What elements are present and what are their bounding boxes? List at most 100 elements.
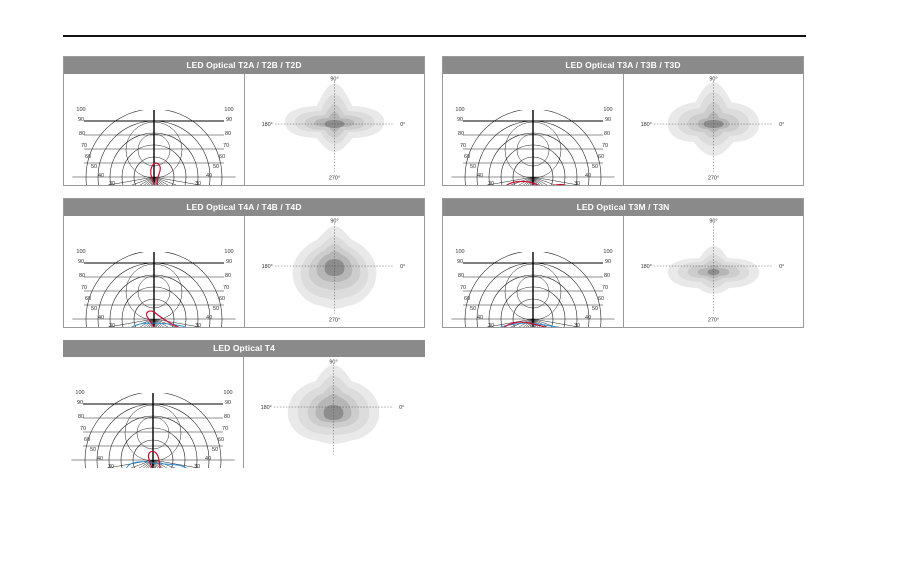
polar-ring-label: 70 [602, 285, 608, 291]
polar-candela-chart: 1001009090808070706060505040403030202010… [71, 390, 235, 468]
polar-ring-label: 100 [603, 249, 612, 255]
isolux-label-top: 90° [330, 218, 338, 224]
polar-ring-label: 80 [79, 273, 85, 279]
polar-ring-label: 50 [90, 447, 96, 453]
polar-ring-label: 70 [602, 143, 608, 149]
polar-ring-label: 50 [592, 164, 598, 170]
isolux-label-right: 0° [400, 264, 405, 270]
polar-ring-label: 80 [604, 131, 610, 137]
polar-spoke [532, 318, 548, 327]
panel-body: 1001009090808070706060505040403030202010… [64, 216, 424, 327]
polar-ring-label: 60 [85, 296, 91, 302]
isolux-chart: 90° 180° 0° 270° [641, 76, 785, 182]
photometric-panel: LED Optical T4 100 100 90 90 80 80 70 70 60 60 50 50… [63, 340, 425, 470]
polar-spoke [518, 176, 534, 185]
polar-spoke [532, 176, 580, 185]
photometric-panel: LED Optical T2A / T2B / T2D 100 100 90 90 80 8… [63, 56, 425, 186]
polar-ring-label: 70 [460, 143, 466, 149]
top-rule [63, 35, 806, 37]
polar-curve-red [145, 310, 180, 327]
isolux-chart: 90° 180° 0° 270° [262, 76, 406, 182]
polar-ring-label: 80 [78, 414, 84, 420]
polar-ring-label: 90 [605, 117, 611, 123]
polar-ring-label: 90 [78, 259, 84, 265]
polar-ring-label: 50 [91, 306, 97, 312]
polar-spoke [153, 176, 177, 185]
polar-spoke [153, 176, 169, 185]
panel-title: LED Optical T4 [63, 340, 425, 357]
polar-curve-blue [499, 322, 560, 327]
polar-grid [72, 110, 236, 185]
polar-ring-label: 80 [79, 131, 85, 137]
polar-ring-label: 90 [226, 117, 232, 123]
polar-ring-label: 60 [219, 296, 225, 302]
polar-spoke [139, 176, 155, 185]
polar-curve-red [147, 450, 161, 468]
panel-title: LED Optical T3M / T3N [443, 199, 803, 216]
polar-curve-red [503, 321, 548, 327]
isolux-label-top: 90° [329, 359, 337, 365]
polar-ring-label: 30 [488, 181, 494, 185]
isolux-label-bottom: 270° [329, 176, 340, 182]
isolux-label-left: 180° [641, 264, 652, 270]
polar-spoke [152, 459, 168, 468]
isolux-label-bottom: 270° [708, 176, 719, 182]
polar-ring-label: 70 [80, 426, 86, 432]
polar-ring-label: 30 [488, 323, 494, 327]
panel-divider [623, 74, 624, 185]
polar-ring-label: 100 [224, 249, 233, 255]
polar-ring-label: 30 [194, 464, 200, 468]
polar-grid [71, 393, 235, 468]
polar-ring-label: 40 [206, 173, 212, 179]
polar-ring-label: 30 [109, 323, 115, 327]
polar-ring-label: 80 [604, 273, 610, 279]
polar-ring-label: 30 [109, 181, 115, 185]
isolux-contour [324, 259, 345, 276]
polar-ring-label: 30 [195, 323, 201, 327]
panel-divider [244, 216, 245, 327]
isolux-label-left: 180° [261, 405, 272, 411]
polar-ring-label: 100 [76, 107, 85, 113]
isolux-label-bottom: 270° [708, 318, 719, 324]
polar-ring-label: 50 [470, 306, 476, 312]
polar-ring-label: 30 [195, 181, 201, 185]
polar-spoke [107, 318, 155, 327]
polar-ring-label: 90 [457, 117, 463, 123]
polar-ring-label: 40 [206, 315, 212, 321]
polar-ring-label: 70 [223, 143, 229, 149]
panel-title: LED Optical T3A / T3B / T3D [443, 57, 803, 74]
polar-ring-label: 60 [85, 154, 91, 160]
polar-ring-label: 30 [108, 464, 114, 468]
isolux-label-left: 180° [262, 122, 273, 128]
polar-ring-label: 70 [223, 285, 229, 291]
polar-ring-label: 60 [464, 154, 470, 160]
polar-ring-label: 50 [91, 164, 97, 170]
photometric-panel: LED Optical T4A / T4B / T4D 100 100 90 90 80 8… [63, 198, 425, 328]
isolux-label-right: 0° [779, 264, 784, 270]
polar-ring-label: 70 [222, 426, 228, 432]
polar-ring-label: 50 [470, 164, 476, 170]
polar-ring-label: 80 [224, 414, 230, 420]
isolux-label-top: 90° [709, 218, 717, 224]
isolux-label-left: 180° [262, 264, 273, 270]
polar-spoke [532, 318, 556, 327]
polar-candela-chart: 1001009090808070706060505040403030202010… [72, 107, 236, 185]
polar-spoke [130, 459, 154, 468]
polar-ring-label: 40 [585, 173, 591, 179]
panel-body: 1001009090808070706060505040403030202010… [64, 74, 424, 185]
polar-spoke [152, 459, 176, 468]
polar-ring-label: 60 [84, 437, 90, 443]
isolux-label-left: 180° [641, 122, 652, 128]
polar-ring-label: 70 [81, 285, 87, 291]
polar-ring-label: 100 [455, 249, 464, 255]
isolux-label-bottom: 270° [329, 318, 340, 324]
polar-grid [451, 110, 615, 185]
photometric-panel: LED Optical T3M / T3N 100 100 90 90 80 80 70 70 6… [442, 198, 804, 328]
polar-ring-label: 30 [574, 181, 580, 185]
polar-ring-label: 80 [225, 273, 231, 279]
panel-title: LED Optical T4A / T4B / T4D [64, 199, 424, 216]
polar-ring-label: 60 [598, 154, 604, 160]
polar-ring-label: 90 [225, 400, 231, 406]
polar-ring-label: 90 [226, 259, 232, 265]
polar-ring-label: 40 [585, 315, 591, 321]
